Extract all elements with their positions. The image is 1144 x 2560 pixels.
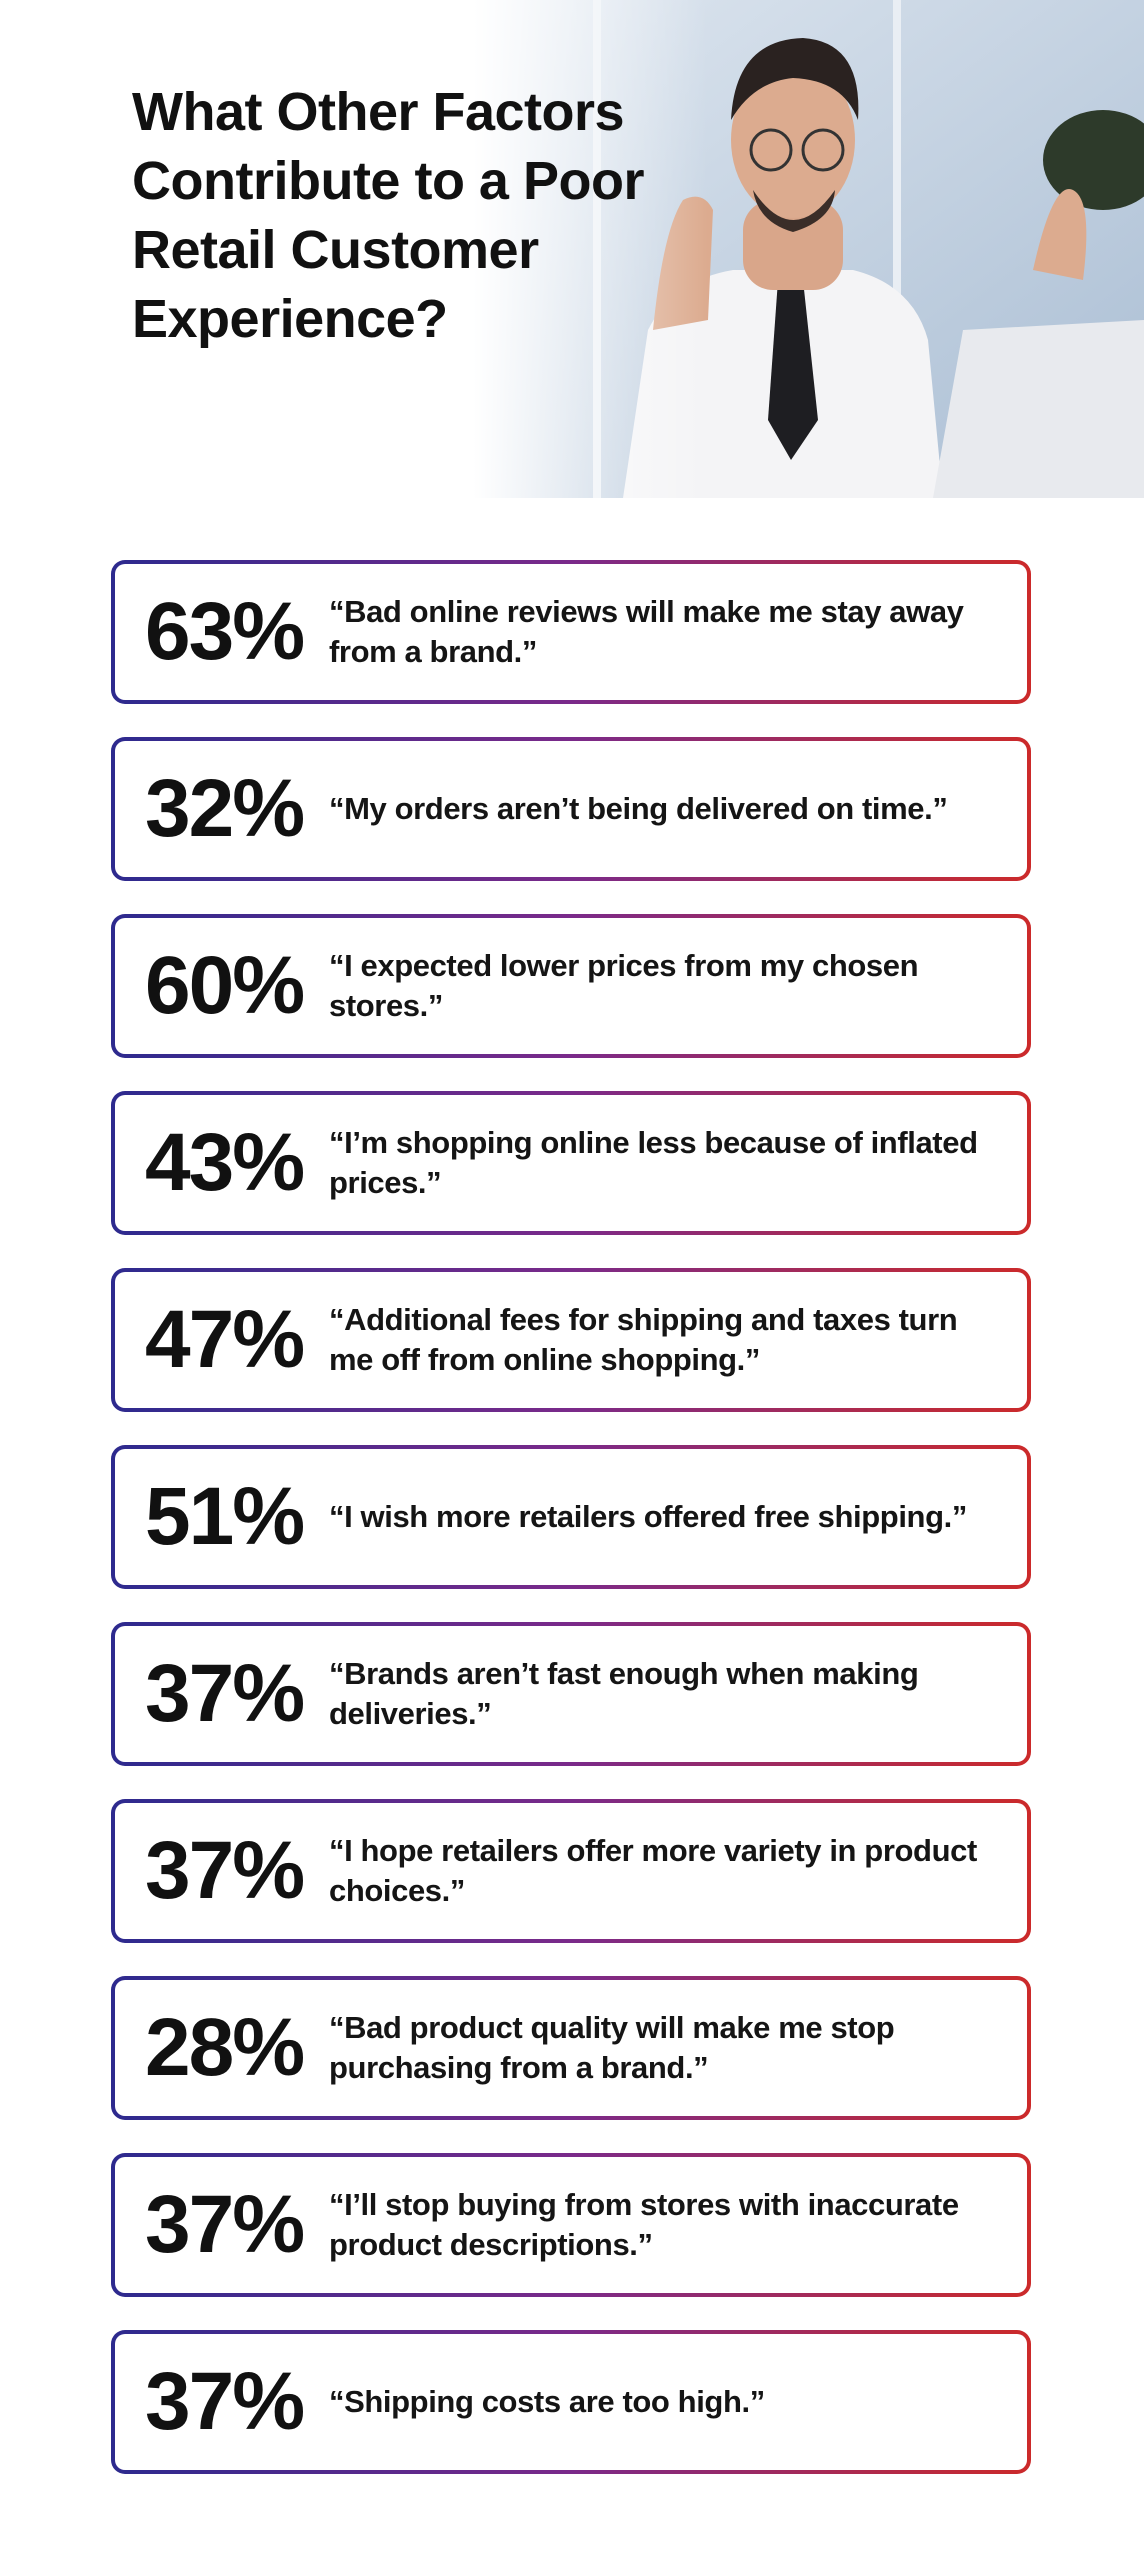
stat-card: 51% “I wish more retailers offered free s… <box>111 1445 1031 1589</box>
stat-percent: 37% <box>145 1648 305 1739</box>
stat-card: 60% “I expected lower prices from my chos… <box>111 914 1031 1058</box>
stat-card: 37% “Shipping costs are too high.” <box>111 2330 1031 2474</box>
stat-quote: “Brands aren’t fast enough when making d… <box>329 1656 919 1731</box>
stat-card: 37% “I hope retailers offer more variety … <box>111 1799 1031 1943</box>
stat-quote: “My orders aren’t being delivered on tim… <box>329 791 948 826</box>
stat-quote: “I wish more retailers offered free ship… <box>329 1499 967 1534</box>
stat-card: 32% “My orders aren’t being delivered on … <box>111 737 1031 881</box>
stat-percent: 60% <box>145 940 305 1031</box>
stat-quote: “Additional fees for shipping and taxes … <box>329 1302 958 1377</box>
stat-list: 63% “Bad online reviews will make me stay… <box>111 560 1031 2507</box>
stat-percent: 28% <box>145 2002 305 2093</box>
stat-percent: 32% <box>145 763 305 854</box>
stat-card: 47% “Additional fees for shipping and tax… <box>111 1268 1031 1412</box>
stat-percent: 51% <box>145 1471 305 1562</box>
stat-card: 43% “I’m shopping online less because of … <box>111 1091 1031 1235</box>
stat-quote: “I hope retailers offer more variety in … <box>329 1833 977 1908</box>
stat-card: 37% “Brands aren’t fast enough when makin… <box>111 1622 1031 1766</box>
stat-quote: “I expected lower prices from my chosen … <box>329 948 919 1023</box>
stat-percent: 37% <box>145 2356 305 2447</box>
stat-card: 37% “I’ll stop buying from stores with in… <box>111 2153 1031 2297</box>
stat-percent: 43% <box>145 1117 305 1208</box>
stat-percent: 63% <box>145 586 305 677</box>
stat-percent: 37% <box>145 2179 305 2270</box>
title: What Other Factors Contribute to a Poor … <box>132 82 644 349</box>
stat-quote: “I’m shopping online less because of inf… <box>329 1125 978 1200</box>
stat-quote: “I’ll stop buying from stores with inacc… <box>329 2187 959 2262</box>
stat-quote: “Bad online reviews will make me stay aw… <box>329 594 964 669</box>
stat-percent: 47% <box>145 1294 305 1385</box>
stat-percent: 37% <box>145 1825 305 1916</box>
stat-card: 63% “Bad online reviews will make me stay… <box>111 560 1031 704</box>
stat-quote: “Shipping costs are too high.” <box>329 2384 765 2419</box>
header-photo <box>473 0 1144 498</box>
stat-card: 28% “Bad product quality will make me sto… <box>111 1976 1031 2120</box>
stat-quote: “Bad product quality will make me stop p… <box>329 2010 895 2085</box>
